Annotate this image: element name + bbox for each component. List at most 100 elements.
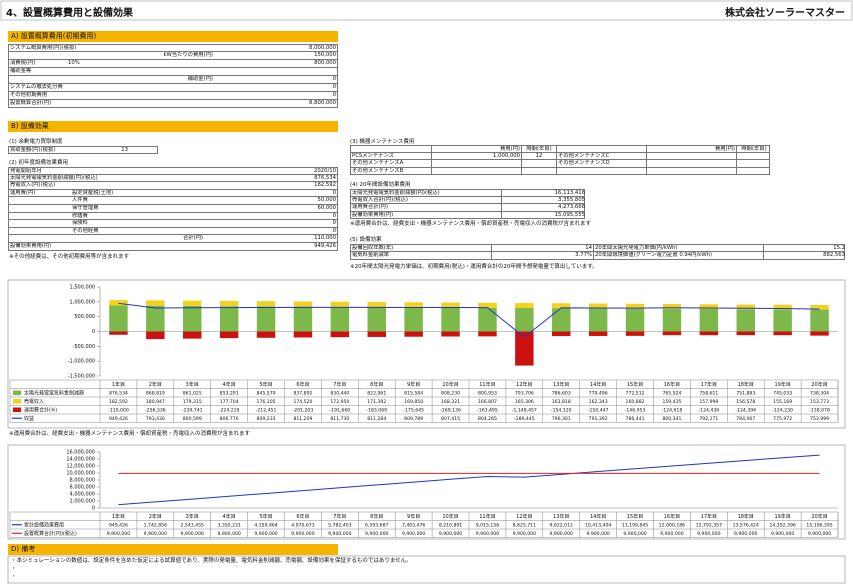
value-label: 162,343 — [589, 399, 608, 405]
bar — [810, 305, 829, 310]
table-cell: 修繕費 — [72, 212, 88, 219]
table-cell — [736, 160, 771, 167]
y-tick-label: -1,000,000 — [68, 359, 95, 365]
table-row: 設置概算合計(円) 8,800,000 — [8, 100, 338, 108]
x-tick-label: 17年目 — [701, 513, 717, 520]
table-cell: 182,592 — [314, 182, 336, 189]
value-label: -256,336 — [145, 407, 166, 413]
table-cell — [431, 160, 521, 167]
value-label: 14,352,396 — [769, 522, 795, 528]
value-label: 738,304 — [810, 390, 829, 396]
value-label: -110,000 — [108, 407, 129, 413]
line — [118, 454, 820, 506]
y-tick-label: 500,000 — [74, 314, 95, 320]
chart2-box — [7, 444, 846, 540]
remarks-box — [7, 555, 846, 584]
table-cell: 15.2 — [763, 245, 846, 251]
y-tick-label: 8,000,000 — [70, 478, 95, 484]
x-tick-label: 18年目 — [738, 513, 754, 520]
table-cell: 8,800,000 — [309, 100, 336, 106]
table-row: 補助金等 — [8, 68, 338, 76]
x-tick-label: 8年目 — [370, 513, 383, 520]
bar — [367, 331, 386, 337]
value-label: 9,900,000 — [254, 531, 277, 537]
value-label: 160,882 — [626, 399, 645, 405]
table-cell: システムの撤去処分費 — [10, 84, 63, 90]
bar — [625, 331, 645, 336]
legend-label: 売電収入 — [24, 398, 44, 405]
x-tick-label: 18年目 — [738, 381, 754, 388]
y-tick-label: 1,500,000 — [70, 285, 95, 291]
chart1-box — [7, 279, 846, 429]
value-label: 9,900,000 — [402, 531, 425, 537]
value-label: 9,900,000 — [328, 531, 351, 537]
table-cell: 1,000,000 — [431, 152, 521, 159]
table-cell: 設備効果費用(円) — [10, 243, 52, 249]
x-tick-label: 1年目 — [112, 381, 125, 388]
bar — [773, 309, 792, 332]
table-cell: 費用(円) — [431, 146, 521, 152]
value-label: 765,524 — [662, 390, 681, 396]
value-label: 786,603 — [552, 390, 571, 396]
value-label: 853,291 — [220, 390, 239, 396]
value-label: 751,883 — [736, 390, 755, 396]
bar — [256, 306, 276, 332]
table-cell: その他メンテナンスA — [352, 160, 404, 166]
bar — [515, 303, 534, 308]
value-label: -175,645 — [403, 407, 424, 413]
table-cell — [556, 146, 646, 152]
bar — [699, 331, 719, 336]
value-label: 791,392 — [589, 416, 608, 422]
table-row: 費用(円) 時期(年目) 費用(円) 時期(年目) — [350, 145, 770, 153]
bar — [736, 304, 755, 310]
bar — [662, 304, 682, 309]
sub-heading: (5) 設備効果 — [350, 237, 382, 243]
bar — [552, 308, 571, 332]
value-label: 811,730 — [330, 416, 349, 422]
legend-swatch — [13, 407, 21, 412]
y-tick-label: 6,000,000 — [70, 485, 95, 491]
x-tick-label: 2年目 — [149, 513, 162, 520]
x-tick-label: 2年目 — [149, 381, 162, 388]
note: ※運用費合計は、経費支出・機器メンテナンス費用・償却資産税・売電収入の消費税が含… — [9, 431, 251, 437]
value-label: 176,105 — [257, 399, 276, 405]
bar — [367, 307, 386, 332]
y-tick-label: 0 — [92, 506, 95, 512]
x-tick-label: 7年目 — [333, 381, 346, 388]
table-cell — [646, 160, 736, 167]
bar — [146, 331, 165, 340]
x-tick-label: 6年目 — [296, 381, 309, 388]
table-cell: 8,000,000 — [309, 45, 336, 51]
x-tick-label: 12年目 — [516, 381, 532, 388]
value-label: 784,067 — [736, 416, 755, 422]
value-label: 9,900,000 — [808, 531, 831, 537]
table-cell: 0 — [332, 227, 336, 234]
x-tick-label: 14年目 — [590, 513, 606, 520]
x-tick-label: 8年目 — [370, 381, 383, 388]
value-label: 9,900,000 — [181, 531, 204, 537]
bar — [773, 304, 792, 310]
value-label: 830,440 — [330, 390, 349, 396]
value-label: 155,169 — [773, 399, 792, 405]
table-cell: 20年間太陽光発電力単価(円/kWh) — [593, 245, 763, 251]
value-label: 9,900,000 — [217, 531, 240, 537]
table-row: その他メンテナンスA その他メンテナンスD — [350, 160, 770, 168]
bar — [441, 307, 460, 332]
table-row: その他メンテナンスB — [350, 167, 770, 175]
value-label: 796,301 — [552, 416, 571, 422]
bar — [810, 331, 829, 336]
table-cell: その他経費 — [72, 227, 99, 234]
section-heading: D) 備考 — [8, 544, 338, 555]
table-row: 設備回収年数(年) 14 20年間太陽光発電力単価(円/kWh) 15.2 — [350, 244, 845, 252]
table-cell: その他メンテナンスB — [352, 167, 404, 174]
table-row: 保険料 0 — [8, 220, 338, 228]
value-label: 809,789 — [404, 416, 423, 422]
value-label: 9,622,012 — [550, 522, 573, 528]
bar — [330, 306, 350, 332]
section-heading: A) 設置概算費用(初期費用) — [8, 31, 338, 42]
remark: ・ — [11, 566, 17, 572]
table-cell: 設置概算合計(円) — [10, 100, 52, 106]
value-label: 9,900,000 — [697, 531, 720, 537]
value-label: 876,534 — [109, 390, 128, 396]
